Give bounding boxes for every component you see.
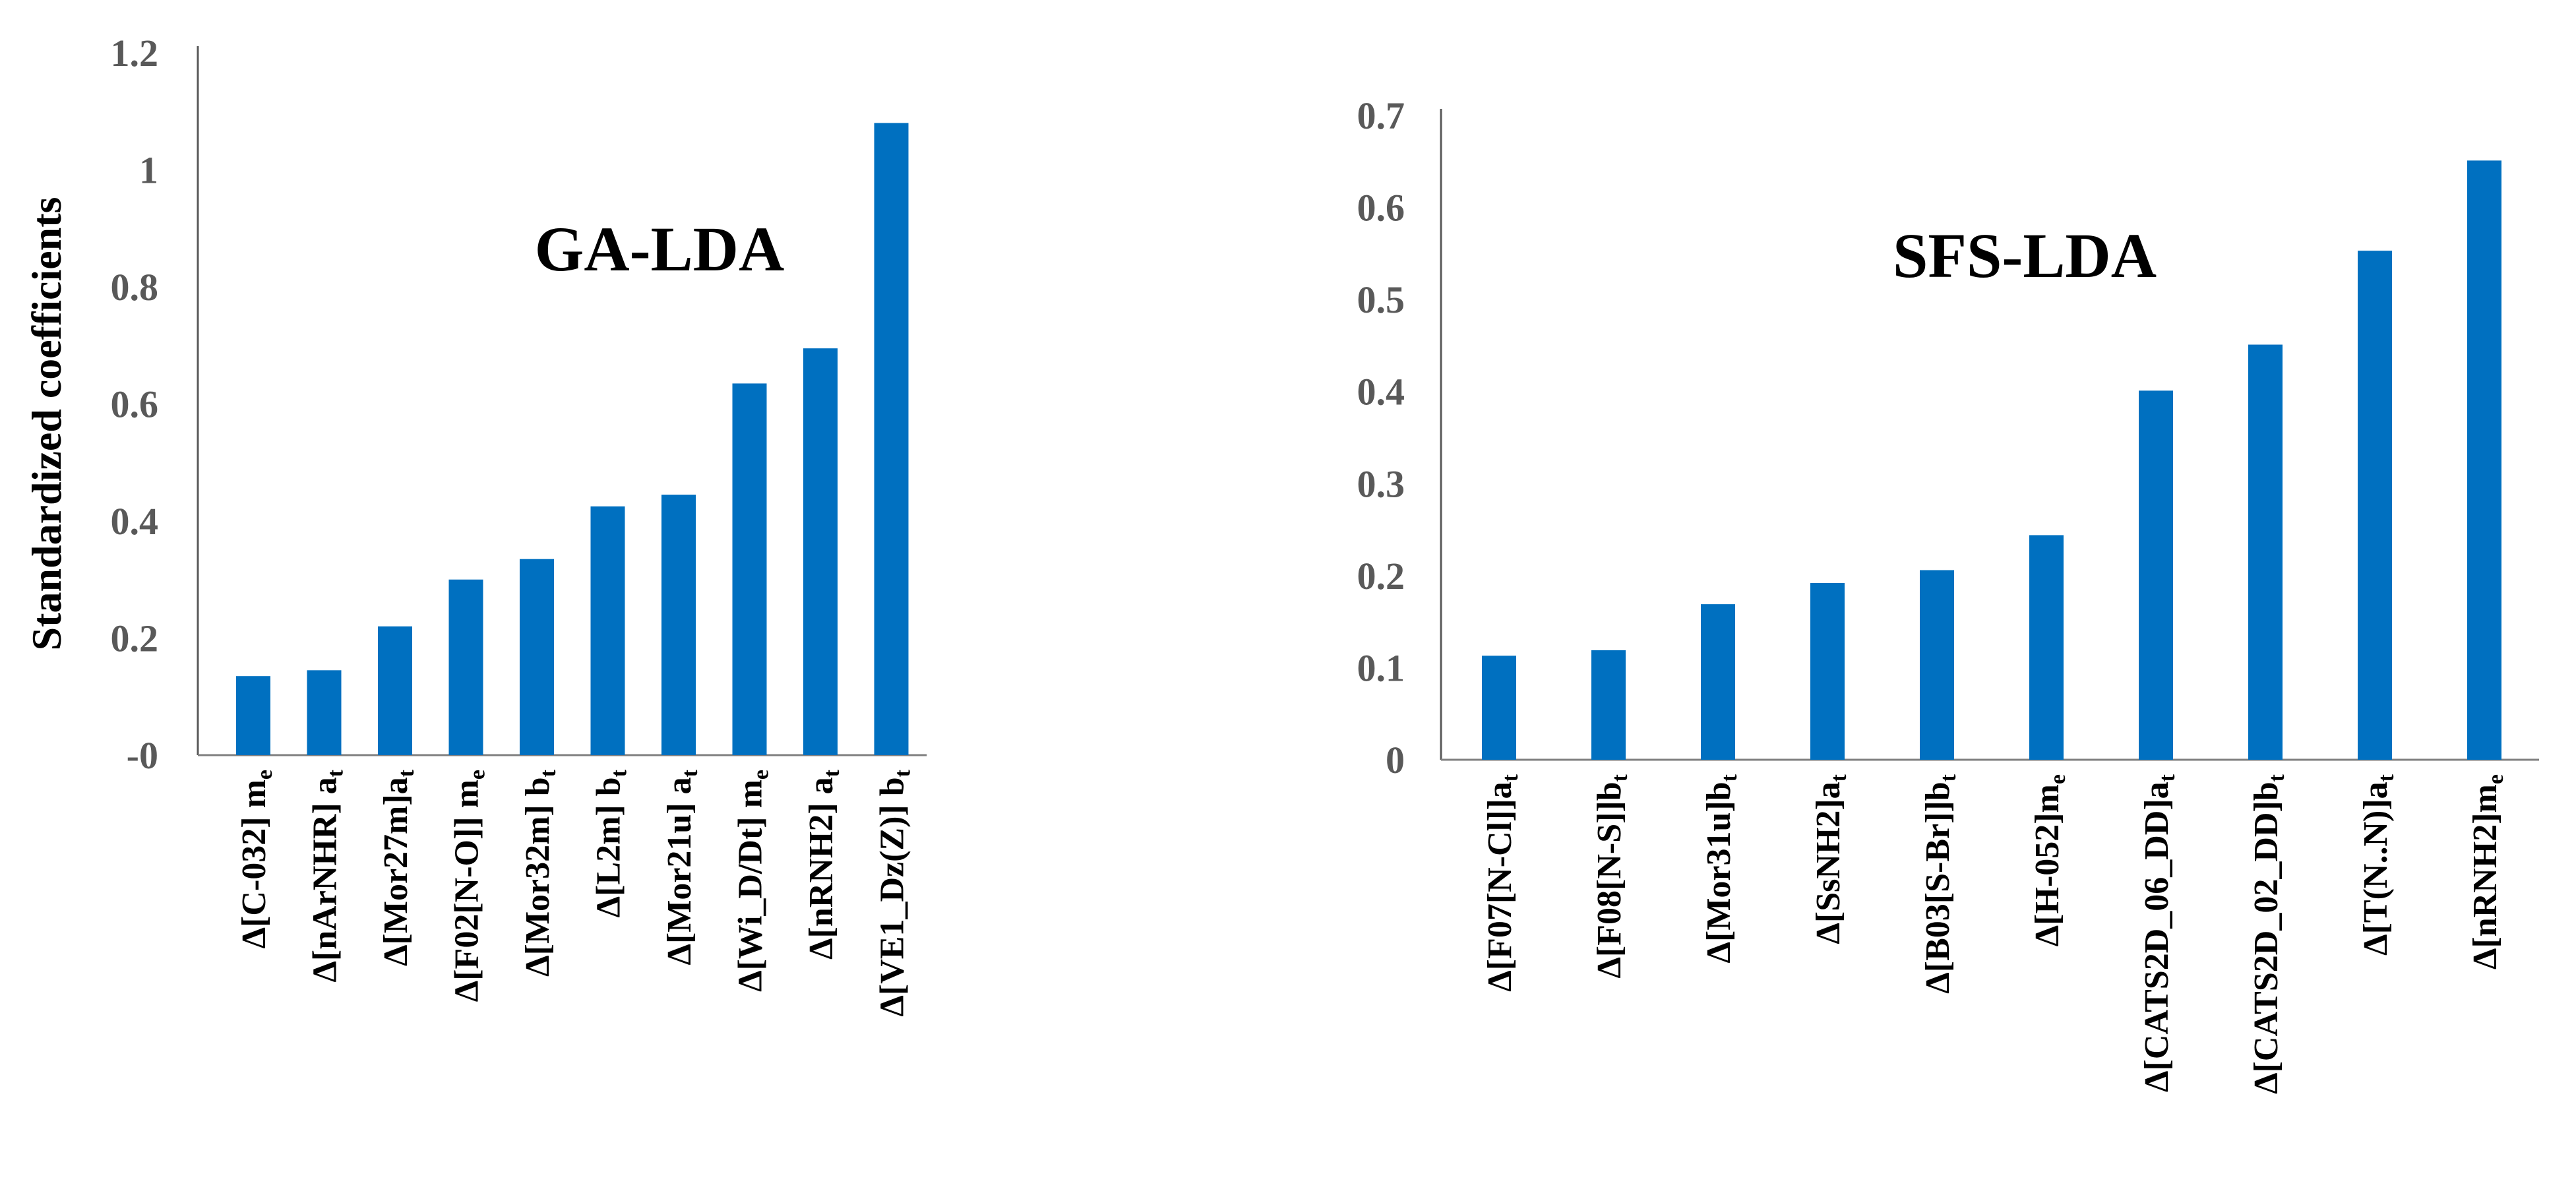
x-tick-label: Δ[VE1_Dz(Z)] bt: [874, 769, 915, 1016]
bar: [874, 123, 909, 755]
x-tick-label: Δ[nRNH2]me: [2467, 774, 2508, 969]
chart-title: GA-LDA: [535, 214, 785, 284]
y-tick-label: 0.1: [1357, 646, 1405, 689]
bar: [2139, 390, 2173, 760]
x-tick-label: Δ[L2m] bt: [590, 769, 632, 917]
bar: [2029, 535, 2064, 760]
bar: [1920, 570, 1954, 760]
y-tick-label: 0.4: [111, 500, 159, 543]
y-tick-label: 0.4: [1357, 371, 1405, 414]
x-tick-label: Δ[Mor21u] at: [661, 769, 702, 965]
y-tick-label: 0.3: [1357, 462, 1405, 505]
x-tick-label: Δ[Mor32m] bt: [519, 769, 561, 977]
bar: [2248, 344, 2283, 760]
y-tick-label: 0.8: [111, 266, 159, 309]
x-tick-label: Δ[SsNH2]at: [1810, 774, 1851, 944]
y-tick-label: 1: [139, 149, 158, 192]
bar: [661, 495, 696, 755]
x-tick-label: Δ[T(N..N)]at: [2357, 774, 2399, 956]
bar: [732, 383, 767, 755]
bar: [590, 506, 625, 755]
x-tick-label: Δ[F02[N-O]] me: [448, 770, 490, 1002]
bar: [1701, 604, 1735, 760]
y-tick-label: 0.6: [1357, 187, 1405, 230]
bar: [2467, 160, 2501, 760]
y-tick-label: -0: [127, 734, 158, 777]
x-tick-label: Δ[B03[S-Br]]bt: [1919, 774, 1961, 993]
y-tick-label: 1.2: [111, 32, 159, 75]
x-tick-label: Δ[Wi_D/Dt] me: [732, 770, 774, 992]
x-tick-label: Δ[F08[N-S]]bt: [1591, 774, 1632, 978]
y-tick-label: 0.2: [1357, 555, 1405, 598]
chart-title: SFS-LDA: [1893, 220, 2157, 291]
y-tick-label: 0.7: [1357, 94, 1405, 137]
bar: [803, 348, 838, 755]
x-tick-label: Δ[F07[N-Cl]]at: [1481, 774, 1523, 992]
x-tick-label: Δ[C-032] me: [235, 770, 277, 949]
x-tick-label: Δ[CATS2D_02_DD]bt: [2248, 774, 2289, 1094]
chart-panel-1: -0 0.2 0.4 0.6 0.8 1 1.2 Δ[C-032] me Δ[nArNHR] a…: [23, 32, 927, 1017]
bar: [1810, 583, 1845, 760]
y-tick-label: 0.2: [111, 617, 159, 660]
bar: [236, 676, 270, 755]
y-tick-label: 0.6: [111, 383, 159, 426]
bar: [1591, 650, 1626, 760]
x-tick-label: Δ[nRNH2] at: [803, 769, 844, 960]
x-tick-label: Δ[H-052]me: [2029, 774, 2070, 946]
chart-panel-2: 0 0.1 0.2 0.3 0.4 0.5 0.6 0.7 Δ[F07[N-Cl]]at Δ[F0…: [1357, 94, 2539, 1094]
bar: [2358, 251, 2392, 760]
y-axis-label: Standardized coefficients: [23, 197, 70, 651]
bar: [520, 559, 554, 755]
bar: [307, 670, 342, 755]
y-tick-label: 0.5: [1357, 278, 1405, 321]
x-tick-label: Δ[Mor27m]at: [377, 769, 419, 966]
x-tick-label: Δ[CATS2D_06_DD]at: [2138, 774, 2180, 1092]
x-tick-label: Δ[Mor31u]bt: [1700, 774, 1742, 963]
y-tick-label: 0: [1386, 739, 1405, 782]
x-tick-label: Δ[nArNHR] at: [307, 769, 348, 982]
bar: [378, 626, 412, 755]
bar: [448, 579, 483, 755]
bar: [1482, 656, 1516, 760]
